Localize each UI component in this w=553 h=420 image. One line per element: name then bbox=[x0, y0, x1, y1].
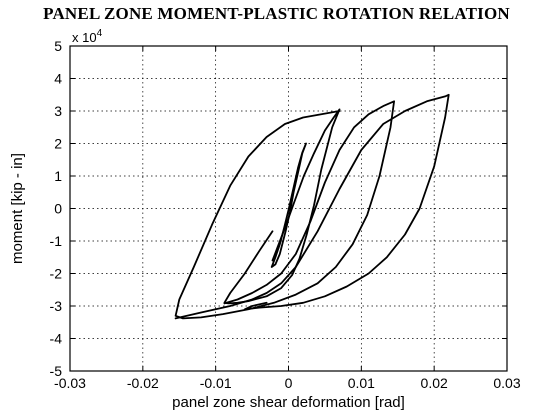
y-tick-label: -2 bbox=[50, 266, 63, 282]
y-tick-label: -5 bbox=[50, 363, 63, 379]
y-tick-label: 5 bbox=[54, 38, 62, 54]
x-tick-label: 0.01 bbox=[348, 375, 375, 391]
x-tick-label: -0.01 bbox=[200, 375, 232, 391]
y-axis-multiplier-exponent: 4 bbox=[97, 28, 103, 39]
hysteresis-loop bbox=[223, 108, 341, 305]
x-axis-label: panel zone shear deformation [rad] bbox=[172, 394, 405, 411]
y-axis-multiplier-base: x 10 bbox=[72, 30, 97, 45]
x-tick-label: 0.02 bbox=[421, 375, 448, 391]
hysteresis-loop bbox=[174, 100, 396, 320]
y-tick-label: 2 bbox=[54, 136, 62, 152]
hysteresis-loop bbox=[174, 93, 450, 320]
x-tick-label: -0.02 bbox=[127, 375, 159, 391]
x-tick-label: -0.03 bbox=[54, 375, 86, 391]
y-tick-label: 1 bbox=[54, 168, 62, 184]
x-tick-label: 0.03 bbox=[493, 375, 520, 391]
y-axis-multiplier: x 104 bbox=[72, 28, 103, 45]
y-tick-label: -3 bbox=[50, 298, 63, 314]
y-tick-label: -1 bbox=[50, 233, 63, 249]
y-tick-label: 4 bbox=[54, 71, 62, 87]
x-axis-ticks: -0.03 -0.02 -0.01 0 0.01 0.02 0.03 bbox=[54, 46, 521, 391]
x-tick-label: 0 bbox=[285, 375, 293, 391]
y-tick-label: -4 bbox=[50, 331, 63, 347]
y-axis-ticks: -5 -4 -3 -2 -1 0 1 2 3 4 5 bbox=[50, 38, 507, 379]
grid-lines bbox=[70, 46, 507, 371]
hysteresis-curves bbox=[174, 93, 450, 320]
y-tick-label: 0 bbox=[54, 201, 62, 217]
y-tick-label: 3 bbox=[54, 103, 62, 119]
y-axis-label: moment [kip - in] bbox=[9, 153, 26, 264]
chart-title: PANEL ZONE MOMENT-PLASTIC ROTATION RELAT… bbox=[43, 4, 510, 23]
